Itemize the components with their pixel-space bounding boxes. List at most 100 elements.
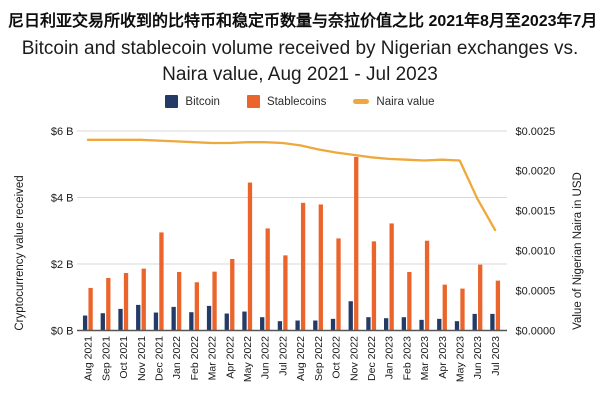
stablecoins-bar bbox=[371, 241, 377, 331]
bitcoin-bar bbox=[472, 313, 477, 331]
bitcoin-bar bbox=[330, 318, 336, 331]
stablecoins-bar bbox=[389, 223, 394, 331]
bitcoin-bar bbox=[153, 312, 159, 331]
stablecoins-bar bbox=[442, 284, 447, 331]
bitcoin-bar bbox=[419, 319, 424, 331]
bitcoin-bar bbox=[401, 317, 406, 331]
stablecoins-bar bbox=[123, 272, 129, 331]
stablecoins-bar bbox=[478, 264, 483, 331]
legend-item-bitcoin: Bitcoin bbox=[165, 95, 220, 108]
stablecoins-bar bbox=[106, 277, 111, 331]
bitcoin-bar bbox=[242, 311, 247, 331]
legend-item-stablecoins: Stablecoins bbox=[246, 95, 327, 108]
y-left-tick-label: $2 B bbox=[51, 259, 74, 271]
x-tick-label: Jan 2022 bbox=[171, 336, 183, 379]
bitcoin-bar bbox=[348, 301, 353, 331]
x-tick-label: Aug 2021 bbox=[83, 336, 95, 381]
y-right-tick-label: $0.0000 bbox=[516, 325, 556, 337]
x-tick-label: Feb 2022 bbox=[189, 336, 201, 381]
x-tick-label: Sep 2021 bbox=[100, 336, 112, 381]
x-tick-label: Jul 2022 bbox=[277, 336, 289, 376]
english-title-line1: Bitcoin and stablecoin volume received b… bbox=[21, 38, 579, 59]
x-tick-label: Dec 2022 bbox=[366, 336, 378, 381]
bitcoin-swatch-icon bbox=[165, 95, 179, 108]
legend-label-bitcoin: Bitcoin bbox=[185, 95, 220, 108]
x-tick-label: Apr 2023 bbox=[437, 336, 449, 379]
x-tick-label: Mar 2023 bbox=[419, 336, 431, 381]
stablecoins-bar bbox=[159, 232, 164, 331]
bitcoin-bar bbox=[437, 318, 442, 331]
english-title-line2: Naira value, Aug 2021 - Jul 2023 bbox=[162, 64, 438, 85]
x-tick-label: Jan 2023 bbox=[384, 336, 396, 379]
y-left-axis-title: Cryptocurrency value received bbox=[14, 175, 26, 330]
chinese-title: 尼日利亚交易所收到的比特币和稳定币数量与奈拉价值之比 2021年8月至2023年… bbox=[8, 13, 598, 30]
x-tick-label: Oct 2021 bbox=[118, 336, 130, 379]
bitcoin-bar bbox=[224, 313, 229, 331]
bitcoin-bar bbox=[171, 306, 176, 331]
legend-label-naira-value: Naira value bbox=[376, 95, 435, 108]
stablecoins-bar bbox=[283, 255, 288, 331]
bitcoin-bar bbox=[277, 321, 283, 331]
bitcoin-bar bbox=[295, 320, 300, 331]
y-right-tick-label: $0.0020 bbox=[516, 166, 556, 178]
stablecoins-bar bbox=[300, 202, 306, 331]
x-tick-label: Nov 2021 bbox=[136, 336, 148, 381]
bitcoin-bar bbox=[118, 308, 123, 331]
bitcoin-bar bbox=[490, 313, 495, 331]
y-right-tick-label: $0.0015 bbox=[516, 206, 556, 218]
x-tick-label: May 2023 bbox=[455, 336, 467, 382]
bitcoin-bar bbox=[313, 320, 318, 331]
stablecoins-bar bbox=[460, 288, 465, 331]
stablecoins-bar bbox=[177, 271, 182, 331]
y-left-tick-label: $4 B bbox=[51, 192, 74, 204]
y-right-tick-label: $0.0025 bbox=[516, 126, 556, 138]
bitcoin-bar bbox=[384, 318, 389, 331]
stablecoins-bar bbox=[354, 156, 359, 331]
x-tick-label: Oct 2022 bbox=[331, 336, 343, 379]
english-title: Bitcoin and stablecoin volume received b… bbox=[0, 36, 600, 88]
x-tick-label: May 2022 bbox=[242, 336, 254, 382]
stablecoins-bar bbox=[265, 228, 270, 331]
stablecoins-bar bbox=[336, 238, 341, 331]
bitcoin-bar bbox=[136, 304, 141, 331]
stablecoins-bar bbox=[424, 240, 430, 331]
bitcoin-bar bbox=[100, 313, 105, 331]
y-right-axis-title: Value of Nigerian Naira in USD bbox=[572, 172, 584, 330]
y-right-tick-label: $0.0010 bbox=[516, 246, 556, 258]
bitcoin-bar bbox=[366, 317, 371, 331]
x-tick-label: Aug 2022 bbox=[295, 336, 307, 381]
stablecoins-bar bbox=[318, 204, 323, 331]
naira-line bbox=[86, 138, 497, 232]
legend-item-naira-value: Naira value bbox=[353, 95, 435, 108]
x-tick-label: Mar 2022 bbox=[207, 336, 219, 381]
x-tick-label: Dec 2021 bbox=[154, 336, 166, 381]
stablecoins-bar bbox=[212, 271, 217, 331]
stablecoins-bar bbox=[495, 280, 501, 331]
y-left-tick-label: $6 B bbox=[51, 126, 74, 138]
bitcoin-bar bbox=[82, 315, 88, 331]
x-tick-label: Nov 2022 bbox=[348, 336, 360, 381]
x-tick-label: Jun 2022 bbox=[260, 336, 272, 379]
bitcoin-bar bbox=[260, 317, 265, 331]
stablecoins-bar bbox=[407, 271, 412, 331]
y-right-tick-label: $0.0005 bbox=[516, 285, 556, 297]
x-tick-label: Sep 2022 bbox=[313, 336, 325, 381]
naira-line-swatch-icon bbox=[353, 99, 370, 104]
bitcoin-bar bbox=[454, 321, 460, 331]
stablecoins-swatch-icon bbox=[246, 95, 260, 108]
chart-legend: Bitcoin Stablecoins Naira value bbox=[0, 95, 600, 108]
stablecoins-bar bbox=[247, 182, 253, 331]
legend-label-stablecoins: Stablecoins bbox=[266, 95, 327, 108]
x-tick-label: Feb 2023 bbox=[401, 336, 413, 381]
y-left-tick-label: $0 B bbox=[51, 325, 74, 337]
bitcoin-bar bbox=[206, 305, 212, 331]
stablecoins-bar bbox=[141, 268, 146, 331]
stablecoins-bar bbox=[230, 259, 235, 331]
x-tick-label: Jun 2023 bbox=[472, 336, 484, 379]
stablecoins-bar bbox=[88, 287, 93, 331]
stablecoins-bar bbox=[194, 282, 199, 331]
x-tick-label: Jul 2023 bbox=[490, 336, 502, 376]
x-tick-label: Apr 2022 bbox=[224, 336, 236, 379]
